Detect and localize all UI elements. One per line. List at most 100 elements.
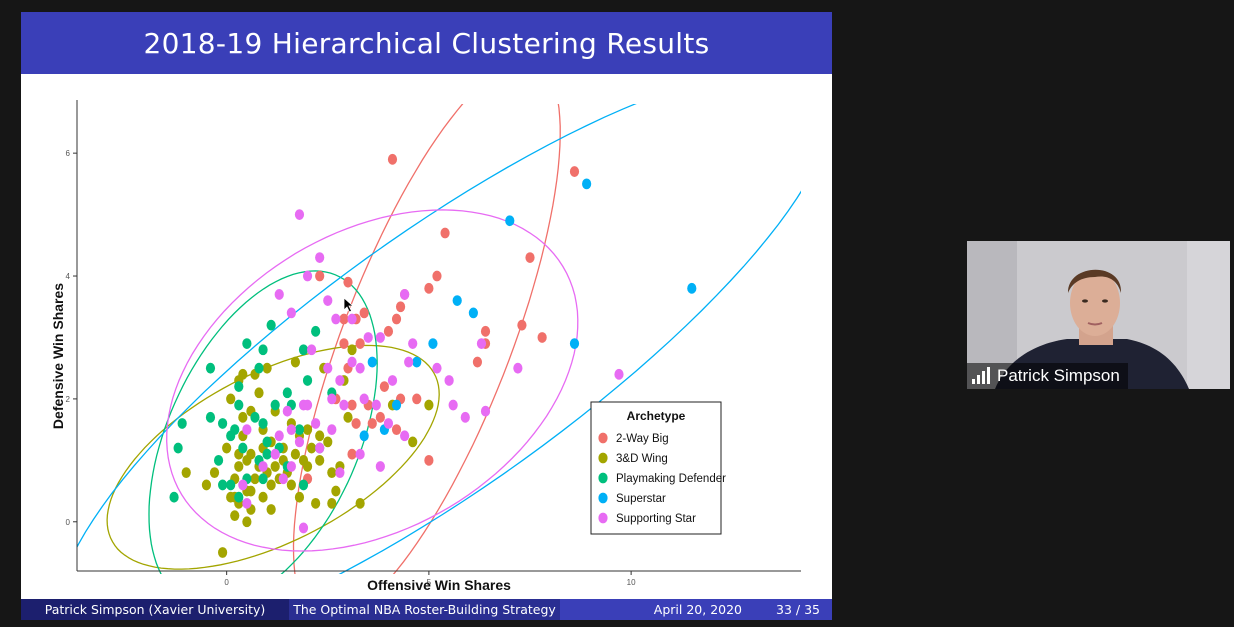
- point-s4-4: [400, 289, 410, 300]
- point-s4-41: [286, 461, 296, 472]
- point-s2-16: [258, 418, 268, 429]
- signal-strength-icon: [972, 367, 990, 384]
- ellipse-2: [148, 270, 378, 574]
- point-s2-24: [213, 454, 224, 466]
- point-s0-23: [379, 381, 389, 393]
- point-s3-2: [687, 282, 697, 294]
- point-s1-8: [226, 393, 236, 405]
- point-s1-10: [254, 387, 264, 399]
- point-s1-23: [306, 442, 317, 454]
- point-s4-21: [614, 368, 624, 380]
- point-s1-61: [226, 491, 236, 503]
- point-s1-24: [323, 436, 333, 448]
- point-s0-29: [367, 418, 377, 429]
- point-s1-40: [311, 497, 321, 509]
- point-s1-6: [347, 344, 357, 356]
- legend-label-1: 3&D Wing: [616, 453, 668, 465]
- point-s4-0: [294, 209, 305, 220]
- y-tick-label-3: 6: [66, 149, 71, 158]
- legend-label-3: Superstar: [616, 493, 666, 505]
- point-s2-14: [177, 418, 187, 429]
- point-s4-22: [404, 356, 414, 368]
- point-s2-28: [218, 479, 228, 491]
- point-s4-50: [258, 461, 268, 472]
- point-s4-24: [339, 399, 349, 411]
- point-s4-12: [355, 362, 365, 374]
- point-s4-23: [387, 375, 398, 386]
- point-s0-25: [412, 393, 422, 405]
- point-s4-13: [323, 362, 333, 374]
- point-s4-14: [335, 375, 345, 386]
- point-s3-5: [569, 338, 580, 350]
- x-axis-label: Offensive Win Shares: [367, 577, 511, 593]
- point-s0-18: [339, 338, 349, 350]
- ellipse-3: [77, 104, 801, 574]
- legend-title: Archetype: [627, 409, 686, 423]
- point-s3-6: [428, 338, 438, 350]
- point-s4-8: [331, 313, 341, 325]
- footer-right: April 20, 2020 33 / 35: [560, 599, 832, 620]
- point-s2-6: [254, 362, 264, 374]
- point-s0-7: [432, 270, 442, 282]
- point-s1-54: [315, 454, 325, 466]
- point-s0-32: [347, 448, 357, 460]
- point-s2-36: [230, 424, 240, 436]
- x-tick-label-0: 0: [224, 578, 229, 587]
- ellipse-0: [292, 104, 561, 574]
- point-s1-42: [355, 497, 365, 509]
- point-s2-8: [234, 381, 244, 393]
- point-s4-40: [270, 448, 280, 460]
- point-s1-37: [230, 510, 240, 522]
- point-s2-5: [205, 362, 216, 374]
- point-s1-53: [302, 461, 313, 472]
- data-points: [169, 153, 697, 558]
- mouse-cursor-icon: [343, 297, 355, 313]
- point-s2-32: [169, 491, 179, 503]
- point-s4-49: [355, 448, 365, 460]
- point-s4-44: [242, 497, 252, 509]
- point-s2-15: [218, 418, 228, 429]
- legend-swatch-2: [598, 472, 608, 484]
- point-s0-16: [480, 325, 491, 337]
- point-s4-48: [327, 393, 337, 405]
- axis-ticks: 0 5 10 0 2 4 6: [66, 149, 637, 587]
- point-s1-46: [222, 442, 232, 454]
- point-s4-30: [460, 411, 470, 423]
- point-s2-3: [258, 344, 268, 356]
- participant-video-tile[interactable]: Patrick Simpson: [967, 241, 1230, 389]
- legend-box: [590, 401, 722, 535]
- point-s2-37: [262, 448, 272, 460]
- point-s1-7: [290, 356, 301, 368]
- x-tick-label-1: 5: [427, 578, 432, 587]
- point-s1-51: [270, 461, 280, 472]
- y-tick-label-0: 0: [66, 518, 71, 527]
- point-s4-43: [238, 479, 248, 491]
- point-s1-2: [238, 368, 248, 380]
- point-s4-42: [242, 424, 252, 436]
- presentation-slide: 2018-19 Hierarchical Clustering Results …: [21, 12, 832, 620]
- point-s2-11: [234, 399, 244, 411]
- point-s2-19: [262, 436, 272, 448]
- point-s3-7: [367, 356, 377, 368]
- point-s1-13: [302, 424, 313, 436]
- legend-swatch-4: [598, 512, 608, 524]
- point-s1-44: [201, 479, 212, 491]
- point-s3-0: [582, 178, 592, 190]
- point-s0-21: [472, 356, 483, 368]
- point-s4-5: [286, 307, 296, 319]
- point-s4-45: [278, 473, 288, 485]
- point-s0-14: [517, 319, 527, 331]
- point-s2-30: [298, 479, 309, 491]
- participant-name-tag: Patrick Simpson: [967, 363, 1128, 389]
- point-s1-4: [262, 362, 272, 374]
- point-s0-1: [569, 166, 580, 177]
- point-s2-0: [266, 319, 276, 331]
- point-s1-41: [327, 497, 337, 509]
- point-s4-19: [476, 338, 487, 350]
- point-s0-3: [525, 252, 535, 263]
- point-s1-45: [209, 467, 220, 479]
- point-s0-28: [351, 418, 361, 429]
- point-s0-33: [424, 454, 434, 466]
- point-s1-57: [238, 411, 248, 423]
- point-s4-10: [306, 344, 317, 356]
